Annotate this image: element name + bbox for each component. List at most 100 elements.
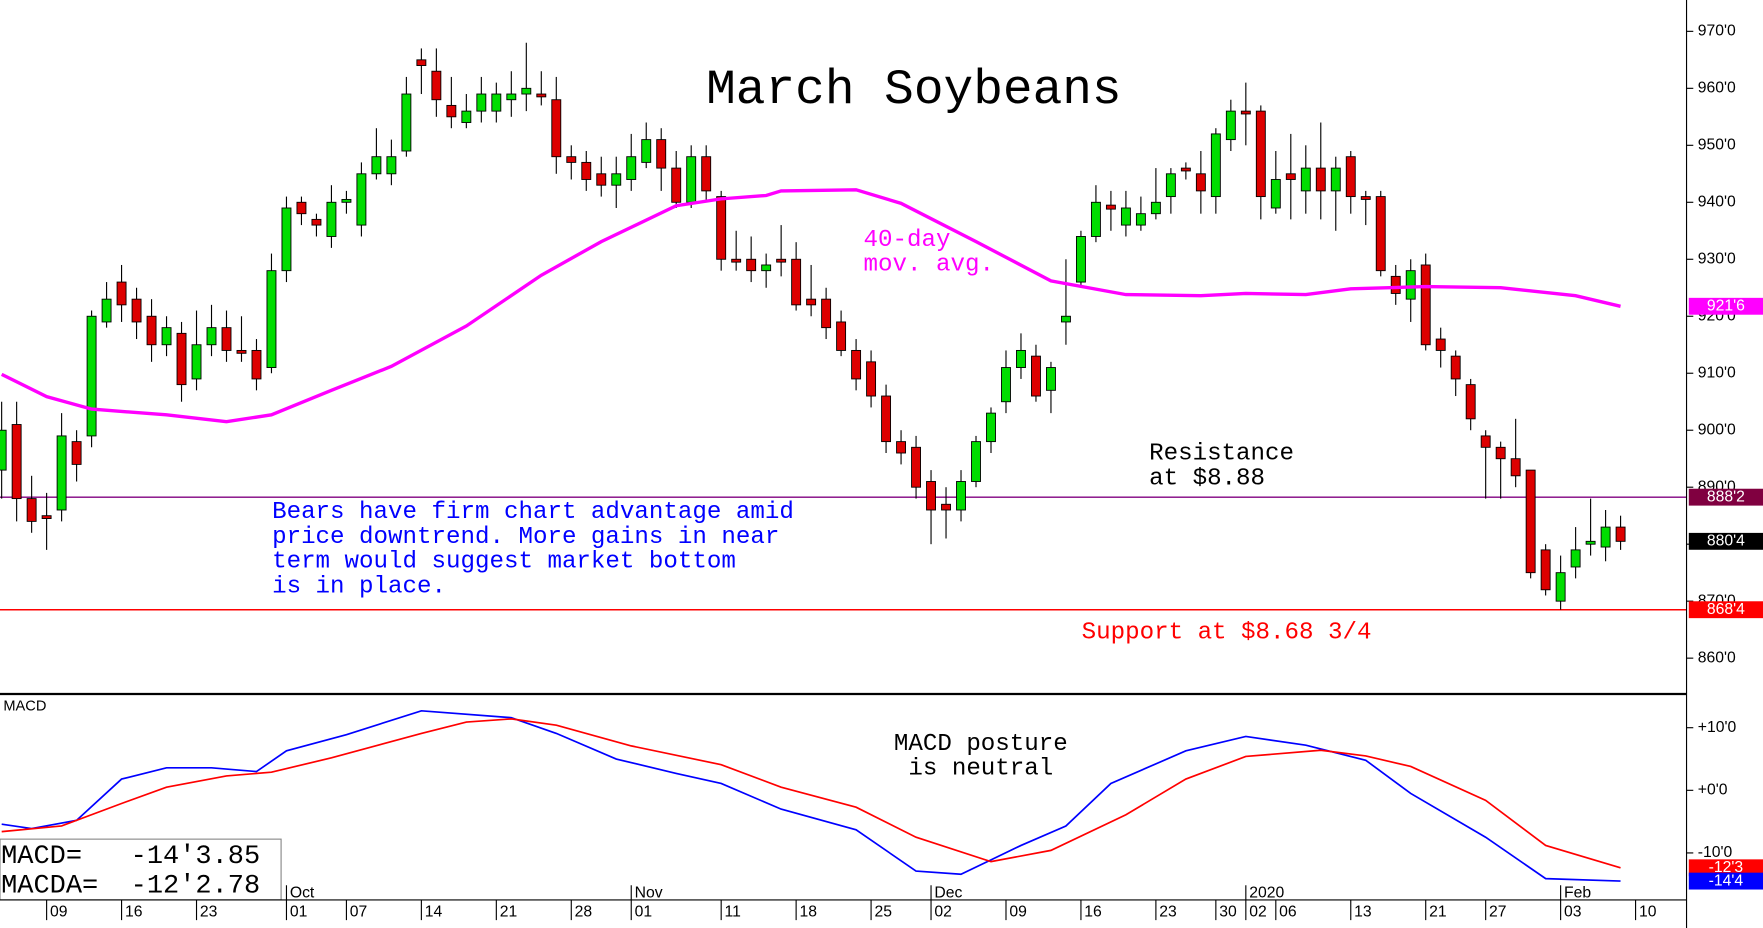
y-tick-label: 930'0 (1698, 250, 1736, 267)
y-tick-label: +10'0 (1698, 719, 1737, 736)
candle-body (716, 196, 727, 260)
candle-body (71, 441, 82, 465)
candle-body (116, 281, 127, 306)
value-tag (1688, 532, 1763, 550)
candle-body (1600, 526, 1611, 548)
candle-body (761, 264, 772, 272)
candle-body (1270, 179, 1281, 209)
y-tick-label: -10'0 (1698, 844, 1733, 861)
candle-body (551, 99, 562, 158)
x-tick-label: 16 (125, 903, 143, 920)
candle-body (1345, 156, 1356, 198)
month-label: 2020 (1249, 884, 1284, 901)
value-tag (1688, 601, 1763, 619)
candle-body (746, 258, 757, 272)
x-tick-label: 01 (635, 903, 653, 920)
x-tick-label: 14 (425, 903, 443, 920)
moving-average (0, 188, 1621, 424)
macd-line (1, 718, 1621, 869)
x-tick-label: 16 (1084, 903, 1102, 920)
candle-body (1240, 110, 1251, 115)
annotation: Bears have firm chart advantage amid (272, 499, 794, 526)
candle-body (371, 156, 382, 175)
candle-body (1405, 270, 1416, 300)
y-tick-label: 910'0 (1698, 364, 1736, 381)
candle-body (1510, 458, 1521, 477)
candle-body (1615, 526, 1626, 542)
y-tick-label: 860'0 (1698, 649, 1736, 666)
candle-body (0, 429, 7, 471)
candle-body (1135, 213, 1146, 226)
candle-body (191, 344, 202, 380)
candle-body (1450, 355, 1461, 380)
chart-title: March Soybeans (706, 62, 1122, 118)
candle-body (956, 481, 966, 511)
candle-body (536, 93, 547, 98)
candle-body (1090, 201, 1101, 237)
candle-body (641, 139, 652, 163)
y-tick-label: 960'0 (1698, 79, 1736, 96)
candle-body (1120, 207, 1131, 226)
x-tick-label: 27 (1489, 903, 1507, 920)
candle-body (731, 258, 742, 263)
candle-body (911, 446, 921, 488)
annotation: mov. avg. (864, 252, 994, 279)
candle-body (1435, 338, 1446, 351)
candle-body (521, 87, 532, 95)
candle-body (401, 93, 412, 152)
candle-body (1046, 367, 1056, 391)
candle-body (161, 327, 172, 346)
y-tick-label: +0'0 (1698, 781, 1728, 798)
candle-body (506, 93, 517, 101)
value-tag-label: -14'4 (1709, 872, 1744, 889)
candle-body (1570, 549, 1581, 568)
candle-body (446, 104, 457, 118)
candle-body (251, 349, 262, 380)
x-tick-label: 10 (1639, 903, 1657, 920)
candle-body (131, 298, 142, 323)
x-tick-label: 13 (1354, 903, 1372, 920)
x-tick-label: 21 (500, 903, 518, 920)
candle-body (581, 161, 592, 180)
candle-body (356, 173, 367, 226)
candle-body (146, 315, 157, 346)
candle-body (1495, 446, 1506, 460)
annotation: Resistance (1149, 441, 1294, 468)
y-tick-label: 950'0 (1698, 136, 1736, 153)
candle-body (386, 156, 397, 175)
candle-body (566, 156, 577, 163)
candle-body (1016, 349, 1026, 368)
annotation: 40-day (864, 227, 951, 254)
candle-body (26, 498, 37, 522)
candle-body (1075, 236, 1086, 283)
candle-body (176, 332, 187, 386)
x-tick-label: 02 (1249, 903, 1267, 920)
candle-body (836, 321, 847, 351)
x-tick-label: 02 (934, 903, 952, 920)
candle-body (1480, 435, 1491, 448)
value-tag-label: 888'2 (1707, 488, 1745, 505)
candle-body (941, 503, 951, 511)
x-tick-label: 23 (200, 903, 218, 920)
candle-body (1540, 549, 1551, 591)
annotation: Support at $8.68 3/4 (1082, 620, 1372, 647)
candle-body (1031, 355, 1041, 397)
candle-body (896, 441, 907, 454)
x-tick-label: 11 (725, 903, 741, 920)
candle-body (821, 298, 832, 329)
x-tick-label: 18 (800, 903, 818, 920)
candle-body (206, 327, 217, 346)
x-tick-label: 25 (874, 903, 892, 920)
candle-body (776, 258, 787, 263)
candle-body (431, 70, 442, 101)
value-tag-label: 880'4 (1707, 532, 1745, 549)
candle-body (221, 327, 232, 351)
candle-body (1330, 167, 1341, 192)
candle-body (326, 201, 337, 237)
candle-body (1061, 315, 1071, 323)
candle-body (461, 110, 472, 123)
candle-body (926, 481, 936, 511)
candle-body (1315, 167, 1326, 192)
